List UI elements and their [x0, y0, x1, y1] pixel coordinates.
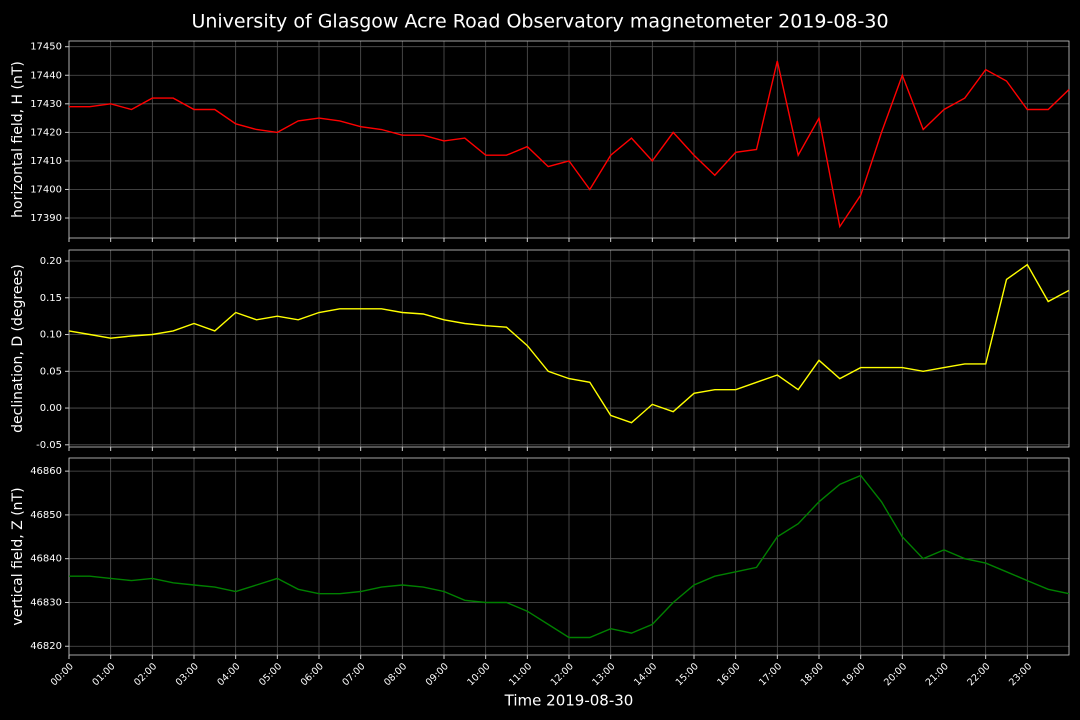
- axes-frame: [68, 249, 1070, 448]
- y-tick-label: 17420: [30, 127, 62, 138]
- y-tick-label: -0.05: [36, 440, 62, 451]
- y-tick-label: 46860: [30, 466, 62, 477]
- y-tick-label: 46820: [30, 641, 62, 652]
- y-tick-label: 17390: [30, 213, 62, 224]
- data-line: [68, 263, 1070, 424]
- y-tick-label: 17430: [30, 99, 62, 110]
- y-tick-label: 17440: [30, 70, 62, 81]
- axes-frame: [68, 40, 1070, 239]
- y-tick-label: 0.05: [40, 366, 62, 377]
- y-tick-label: 17450: [30, 42, 62, 53]
- y-tick-label: 0.10: [40, 330, 62, 341]
- y-axis-label: vertical field, Z (nT): [10, 487, 26, 625]
- data-line: [69, 474, 1070, 639]
- axes-frame: [68, 457, 1070, 656]
- y-tick-label: 46850: [30, 510, 62, 521]
- figure-title: University of Glasgow Acre Road Observat…: [191, 11, 888, 33]
- y-tick-label: 0.15: [40, 293, 62, 304]
- y-tick-label: 17400: [30, 184, 62, 195]
- y-tick-label: 17410: [30, 156, 62, 167]
- y-axis-label: horizontal field, H (nT): [10, 61, 26, 218]
- y-axis-label: declination, D (degrees): [10, 264, 26, 433]
- data-line: [69, 60, 1070, 229]
- y-tick-label: 46840: [30, 554, 62, 565]
- y-tick-label: 0.00: [40, 403, 62, 414]
- y-tick-label: 46830: [30, 597, 62, 608]
- y-tick-label: 0.20: [40, 256, 62, 267]
- x-axis-label: Time 2019-08-30: [504, 692, 634, 710]
